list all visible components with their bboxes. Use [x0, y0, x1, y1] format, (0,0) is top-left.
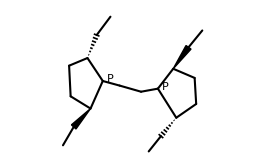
Text: P: P [162, 82, 168, 92]
Text: P: P [107, 75, 113, 84]
Polygon shape [173, 46, 191, 69]
Polygon shape [71, 109, 91, 129]
